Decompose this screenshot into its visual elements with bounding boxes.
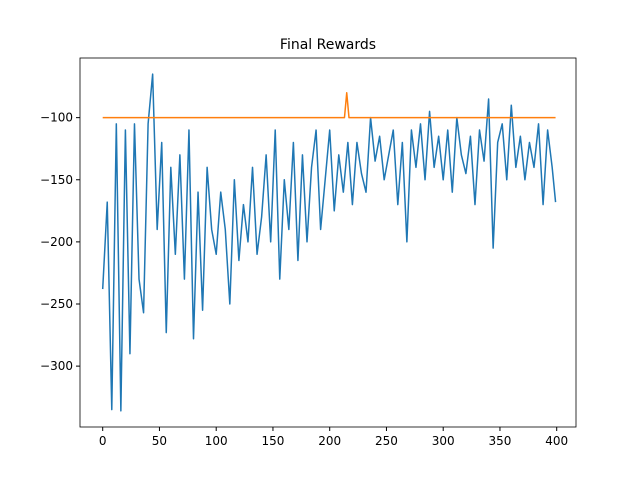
x-tick-label: 250 xyxy=(375,434,398,448)
x-tick-label: 0 xyxy=(99,434,107,448)
y-tick-label: −150 xyxy=(40,173,73,187)
plot-frame xyxy=(79,57,577,428)
x-tick-label: 300 xyxy=(432,434,455,448)
x-tick-label: 150 xyxy=(261,434,284,448)
x-tick-label: 350 xyxy=(489,434,512,448)
chart-title: Final Rewards xyxy=(280,37,376,53)
x-tick-label: 50 xyxy=(152,434,167,448)
line-series xyxy=(101,73,557,412)
line-series xyxy=(102,92,556,119)
y-tick-label: −200 xyxy=(40,235,73,249)
x-tick-label: 400 xyxy=(545,434,568,448)
x-tick-label: 100 xyxy=(205,434,228,448)
x-tick-label: 200 xyxy=(318,434,341,448)
y-tick-label: −300 xyxy=(40,359,73,373)
y-tick-label: −250 xyxy=(40,297,73,311)
y-tick-label: −100 xyxy=(40,111,73,125)
